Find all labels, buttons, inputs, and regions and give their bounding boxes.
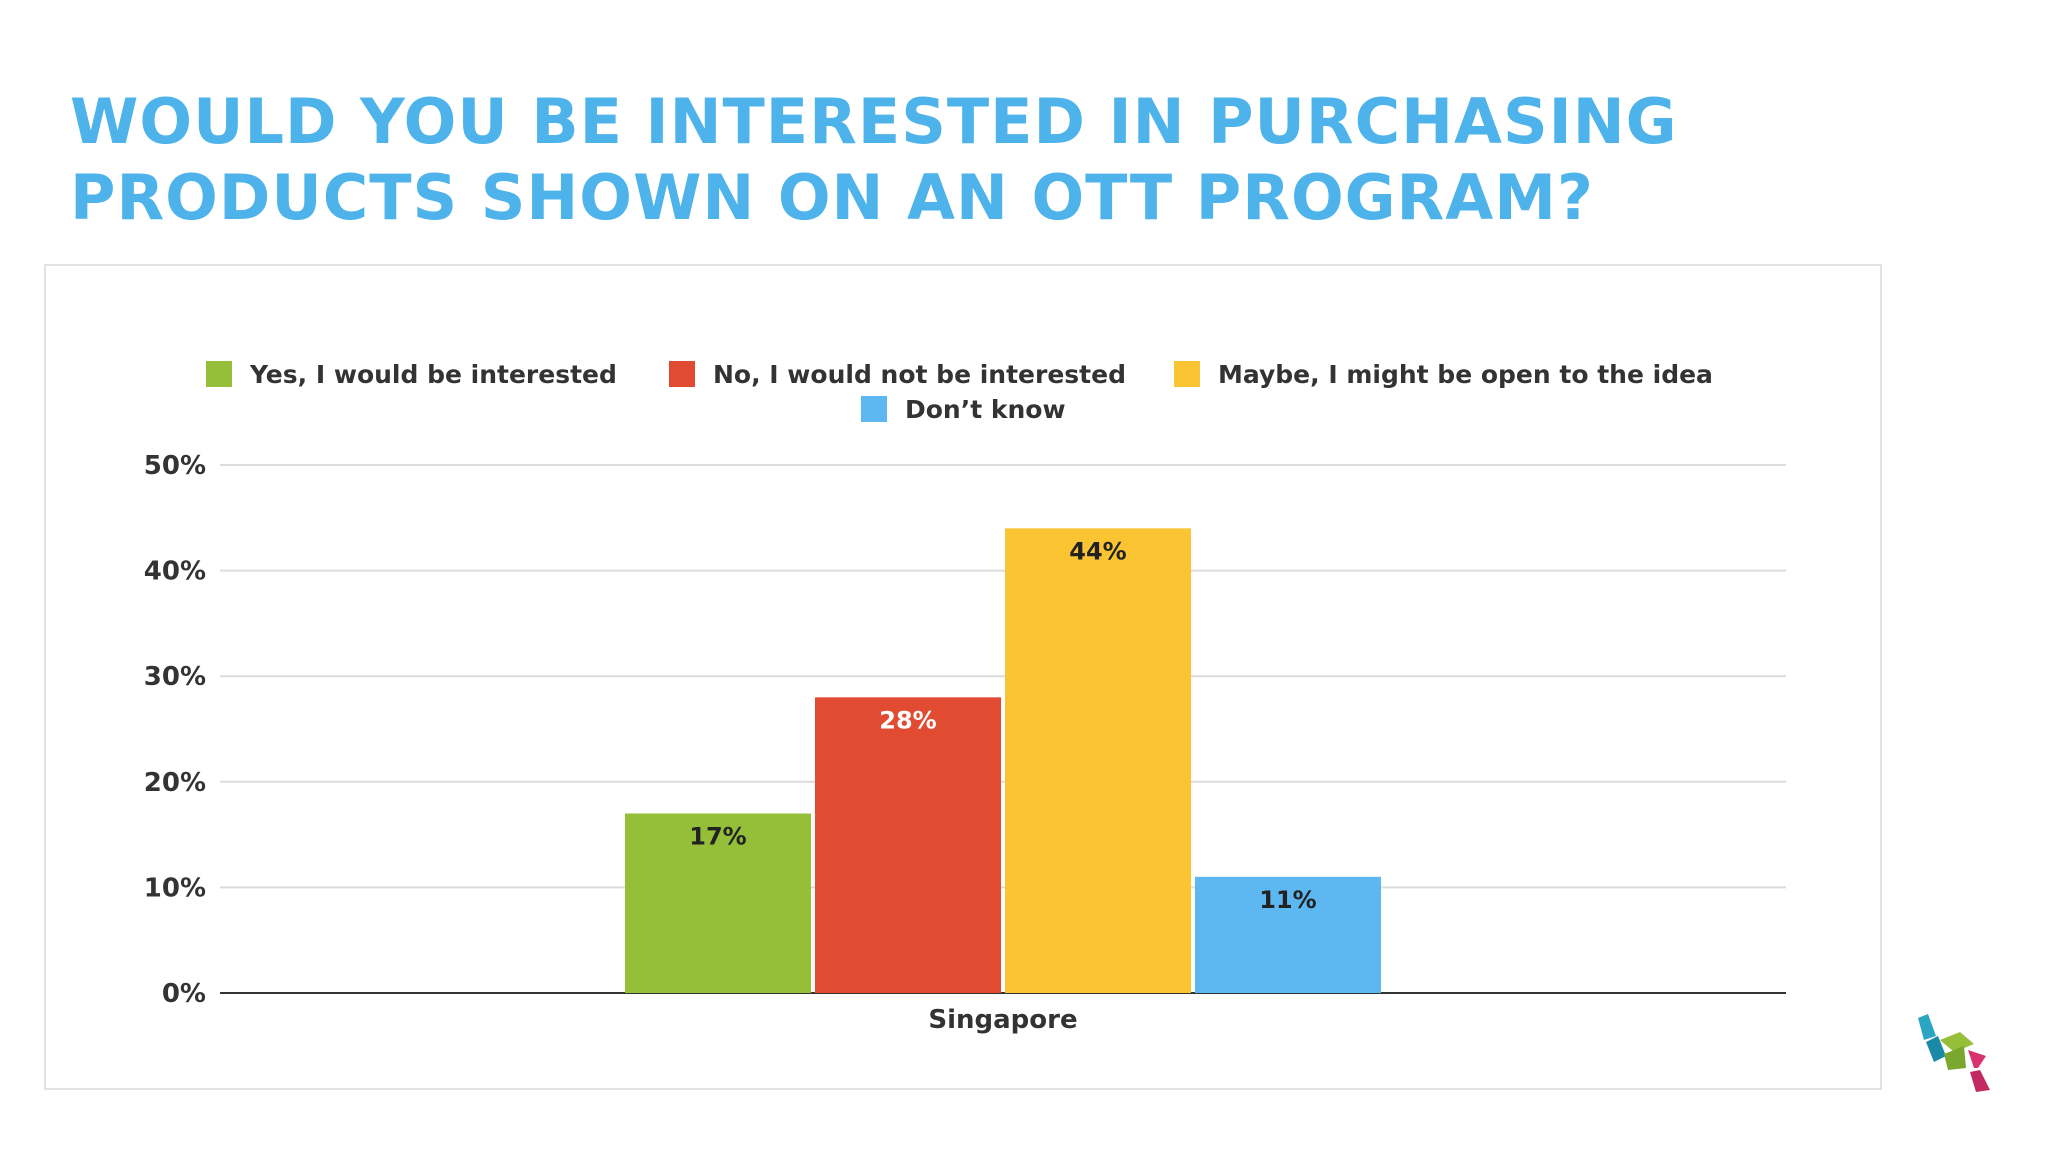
y-tick-label: 40% <box>144 557 206 587</box>
bar-1 <box>625 813 811 993</box>
legend-label: Yes, I would be interested <box>249 360 617 389</box>
legend-swatch <box>669 361 695 387</box>
legend-swatch <box>206 361 232 387</box>
legend-label: Don’t know <box>905 395 1066 424</box>
y-tick-label: 50% <box>144 451 206 481</box>
y-tick-label: 0% <box>162 979 206 1009</box>
slide-title: WOULD YOU BE INTERESTED IN PURCHASING PR… <box>70 84 1870 236</box>
data-label: 17% <box>689 822 746 850</box>
x-category-label: Singapore <box>928 1005 1077 1035</box>
slide-title-line-2: PRODUCTS SHOWN ON AN OTT PROGRAM? <box>70 161 1594 234</box>
legend-label: No, I would not be interested <box>713 360 1126 389</box>
legend-label: Maybe, I might be open to the idea <box>1218 360 1713 389</box>
chart-frame: 0% 10% 20% 30% 40% 50% 17% 28% 44% 11% Singapore Ye… <box>44 264 1882 1090</box>
legend-swatch <box>1174 361 1200 387</box>
company-logo-icon <box>1910 1010 2000 1104</box>
legend-swatch <box>861 396 887 422</box>
slide-title-line-1: WOULD YOU BE INTERESTED IN PURCHASING <box>70 85 1678 158</box>
data-label: 11% <box>1259 886 1316 914</box>
y-tick-label: 20% <box>144 768 206 798</box>
y-tick-label: 10% <box>144 873 206 903</box>
bar-2 <box>815 697 1001 993</box>
data-label: 44% <box>1069 537 1126 565</box>
bar-chart: 0% 10% 20% 30% 40% 50% 17% 28% 44% 11% Singapore Ye… <box>144 360 1786 1035</box>
bar-3 <box>1005 528 1191 993</box>
bar-4 <box>1195 876 1381 993</box>
y-tick-label: 30% <box>144 662 206 692</box>
data-label: 28% <box>879 706 936 734</box>
